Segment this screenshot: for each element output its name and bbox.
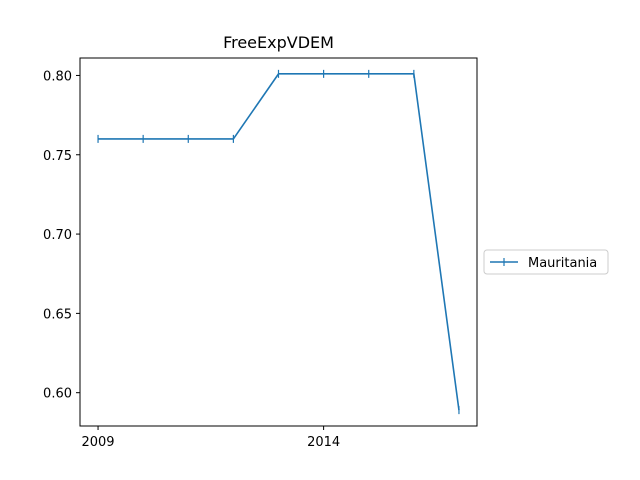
- chart-title: FreeExpVDEM: [223, 33, 334, 52]
- legend: Mauritania: [483, 249, 609, 275]
- series-layer: [97, 69, 460, 415]
- y-tick-label: 0.75: [43, 149, 72, 164]
- y-tick-label: 0.70: [43, 228, 72, 243]
- plot-frame: [79, 57, 478, 427]
- x-tick-label: 2009: [81, 435, 114, 450]
- x-axis: 2009 2014: [81, 426, 340, 450]
- legend-label: Mauritania: [528, 256, 597, 271]
- y-tick-label: 0.80: [43, 69, 72, 84]
- x-tick-label: 2014: [307, 435, 340, 450]
- plot-area: [79, 57, 478, 427]
- y-axis: 0.60 0.65 0.70 0.75 0.80: [43, 69, 80, 402]
- y-tick-label: 0.60: [43, 387, 72, 402]
- y-tick-label: 0.65: [43, 307, 72, 322]
- legend-box: [483, 249, 609, 275]
